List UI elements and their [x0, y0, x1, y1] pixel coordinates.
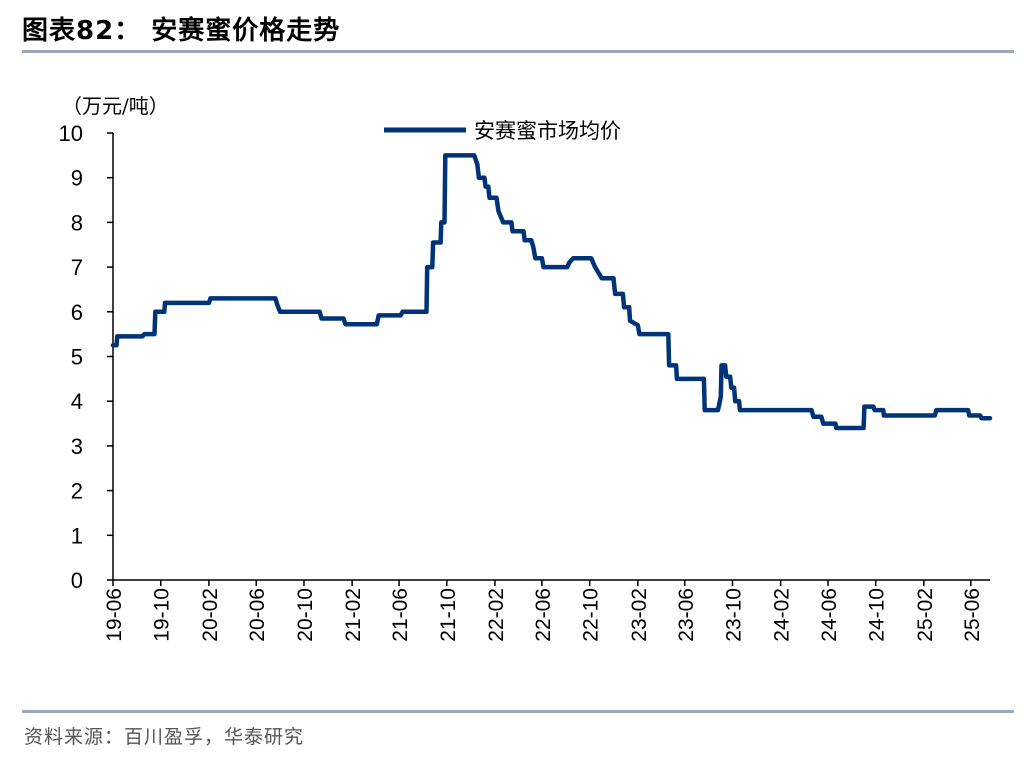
header-divider — [22, 50, 1014, 53]
y-tick-label: 4 — [71, 389, 83, 414]
y-tick-label: 10 — [59, 121, 83, 146]
y-tick-label: 1 — [71, 523, 83, 548]
y-tick-label: 9 — [71, 166, 83, 191]
footer-divider — [22, 710, 1014, 713]
y-tick-label: 8 — [71, 210, 83, 235]
legend-label: 安赛蜜市场均价 — [474, 119, 621, 143]
x-tick-label: 24-02 — [771, 588, 794, 642]
x-tick-label: 23-10 — [722, 588, 745, 642]
x-tick-label: 22-02 — [485, 588, 508, 642]
x-tick-label: 19-06 — [103, 588, 126, 642]
x-tick-label: 20-10 — [294, 588, 317, 642]
x-tick-label: 25-02 — [914, 588, 937, 642]
x-tick-label: 19-10 — [151, 588, 174, 642]
x-tick-label: 21-02 — [342, 588, 365, 642]
x-tick-label: 22-10 — [580, 588, 603, 642]
x-tick-label: 24-06 — [818, 588, 841, 642]
x-tick-label: 23-06 — [675, 588, 698, 642]
x-tick-label: 20-02 — [199, 588, 222, 642]
x-tick-label: 23-02 — [628, 588, 651, 642]
y-tick-label: 7 — [71, 255, 83, 280]
y-tick-label: 0 — [71, 568, 83, 593]
x-tick-label: 21-10 — [437, 588, 460, 642]
x-tick-label: 24-10 — [866, 588, 889, 642]
x-tick-label: 20-06 — [246, 588, 269, 642]
series-line — [110, 153, 993, 431]
y-axis-unit-label: （万元/吨） — [62, 94, 169, 118]
y-tick-label: 6 — [71, 300, 83, 325]
x-tick-label: 25-06 — [961, 588, 984, 642]
y-tick-label: 2 — [71, 479, 83, 504]
y-tick-label: 3 — [71, 434, 83, 459]
figure-title: 图表82： 安赛蜜价格走势 — [22, 16, 341, 46]
x-tick-label: 22-06 — [532, 588, 555, 642]
source-note: 资料来源：百川盈孚，华泰研究 — [24, 726, 305, 748]
x-tick-label: 21-06 — [389, 588, 412, 642]
y-tick-label: 5 — [71, 345, 83, 370]
